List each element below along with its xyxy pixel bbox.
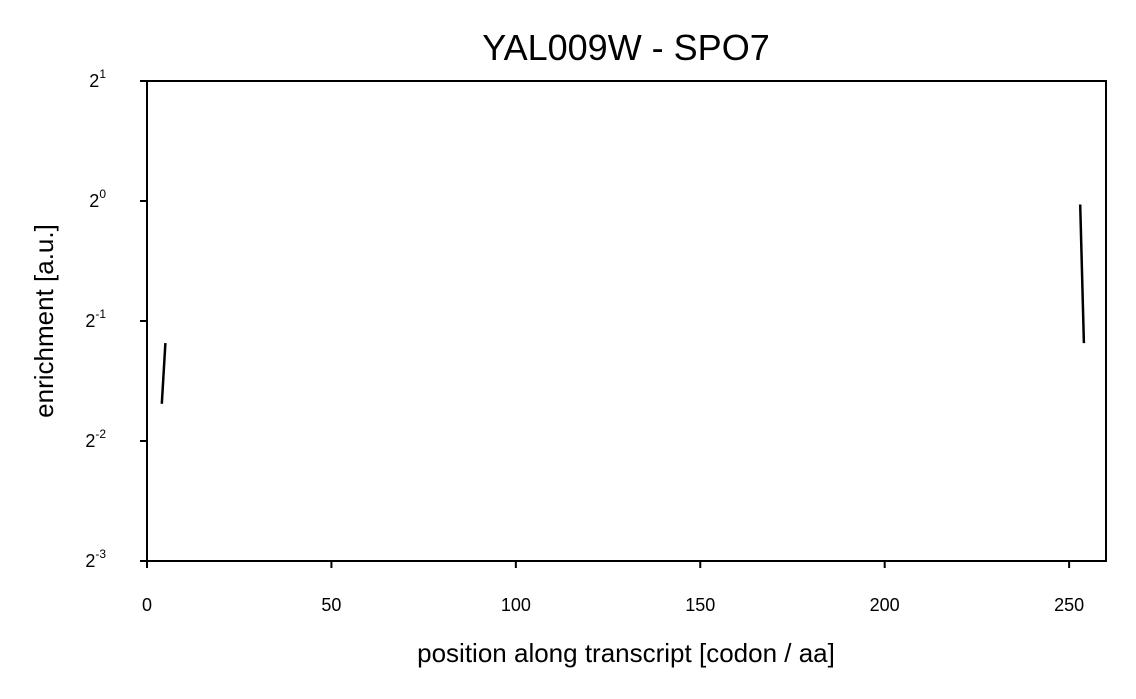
y-tick-label: 2-2 <box>85 427 106 451</box>
x-axis: 0 50 100 150 200 250 <box>142 561 1084 615</box>
x-tick-label: 250 <box>1054 595 1084 615</box>
y-tick-label: 2-1 <box>85 307 106 331</box>
y-tick-label: 20 <box>89 187 106 211</box>
x-tick-label: 50 <box>321 595 341 615</box>
series-line-segment <box>160 343 167 404</box>
y-tick-label: 2-3 <box>85 547 106 571</box>
y-tick-label: 21 <box>89 67 106 91</box>
x-tick-label: 100 <box>501 595 531 615</box>
x-axis-label: position along transcript [codon / aa] <box>417 638 835 668</box>
series-line-segment <box>1078 204 1086 344</box>
x-tick-label: 150 <box>685 595 715 615</box>
plot-frame <box>146 80 1107 562</box>
y-axis: 21 20 2-1 2-2 2-3 <box>85 67 147 571</box>
series-layer <box>160 204 1086 404</box>
chart-title: YAL009W - SPO7 <box>482 27 769 68</box>
y-axis-label: enrichment [a.u.] <box>29 224 59 418</box>
x-tick-label: 200 <box>870 595 900 615</box>
x-tick-label: 0 <box>142 595 152 615</box>
